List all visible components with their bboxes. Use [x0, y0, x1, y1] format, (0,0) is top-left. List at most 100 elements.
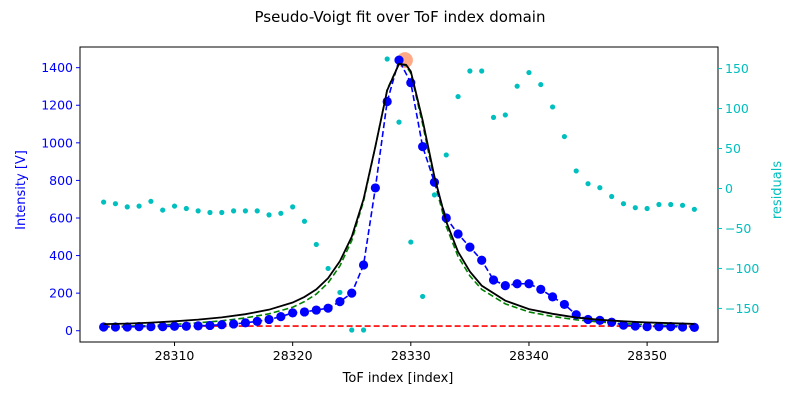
x-axis-label: ToF index [index]: [342, 371, 454, 386]
data-point: [370, 183, 380, 193]
residual-point: [573, 168, 579, 174]
residual-point: [549, 104, 556, 110]
data-point: [181, 321, 191, 331]
y2-tick-label: 50: [725, 141, 741, 156]
data-point: [158, 321, 168, 332]
residual-point: [561, 133, 568, 140]
plot-area: [99, 52, 699, 333]
residual-point: [242, 208, 249, 214]
y2-tick-label: −100: [725, 261, 759, 276]
residual-point: [183, 205, 189, 212]
residual-point: [171, 203, 178, 209]
data-point: [122, 322, 132, 332]
data-point: [311, 305, 321, 315]
residual-point: [420, 293, 426, 300]
data-point: [299, 307, 310, 317]
residual-point: [609, 193, 615, 200]
residual-point: [219, 209, 225, 216]
data-point: [666, 321, 676, 332]
y2-tick-label: 100: [725, 101, 749, 116]
residual-point: [455, 93, 461, 100]
y-tick-label: 1400: [41, 60, 73, 75]
y-tick-label: 1000: [41, 135, 73, 150]
residual-point: [490, 114, 497, 120]
residual-point: [290, 204, 296, 210]
residual-point: [431, 192, 438, 198]
y-tick-label: 200: [49, 286, 73, 301]
y-tick-label: 600: [49, 210, 73, 225]
residual-point: [325, 265, 331, 272]
axes: 28310 28320 28330 28340 28350 0 200 400 600 800 10…: [41, 46, 759, 363]
data-point: [618, 320, 629, 330]
residual-point: [278, 210, 284, 216]
y-tick-label: 400: [49, 248, 73, 263]
residual-point: [313, 241, 319, 248]
data-point: [477, 255, 487, 265]
data-point: [524, 279, 534, 289]
residual-point: [479, 68, 485, 74]
residual-point: [467, 68, 473, 74]
residual-point: [538, 81, 544, 88]
y-tick-label: 800: [49, 173, 73, 188]
measured-line: [103, 58, 695, 329]
data-point: [288, 308, 298, 318]
data-point: [547, 292, 558, 302]
residual-point: [408, 239, 414, 245]
component-line: [103, 62, 695, 328]
data-point: [228, 319, 239, 329]
data-point: [500, 281, 510, 291]
residual-point: [207, 209, 213, 216]
data-point: [654, 321, 664, 332]
residual-point: [230, 208, 237, 214]
data-point: [465, 242, 475, 252]
residual-point: [597, 185, 603, 191]
residual-point: [101, 199, 107, 205]
data-point: [217, 320, 227, 330]
data-point: [488, 275, 499, 285]
residual-point: [514, 83, 520, 89]
data-point: [607, 317, 617, 327]
data-point: [323, 303, 333, 313]
residual-point: [620, 201, 627, 207]
data-point: [358, 260, 369, 270]
data-point: [630, 321, 640, 331]
residual-point: [148, 198, 154, 204]
data-point: [252, 316, 262, 326]
residual-point: [136, 203, 142, 209]
residual-point: [384, 56, 390, 62]
data-point: [536, 284, 546, 294]
data-point: [642, 321, 652, 332]
y-tick-label: 1200: [41, 98, 73, 113]
fit-line: [103, 62, 695, 326]
data-point: [453, 229, 463, 239]
x-tick-label: 28340: [509, 348, 549, 363]
residual-point: [443, 152, 449, 158]
data-point: [169, 321, 180, 331]
x-tick-label: 28350: [627, 348, 667, 363]
y2-axis-label: residuals: [770, 161, 785, 220]
residual-point: [349, 327, 355, 333]
data-point: [512, 279, 522, 289]
y-axis-label: Intensity [V]: [14, 150, 29, 230]
residual-point: [195, 208, 201, 214]
data-point: [689, 322, 699, 332]
residual-point: [266, 212, 272, 218]
y2-tick-label: −50: [725, 221, 751, 236]
residual-point: [632, 205, 638, 211]
residual-point: [124, 204, 130, 210]
x-tick-label: 28320: [273, 348, 313, 363]
data-point: [146, 321, 156, 332]
residual-point: [691, 206, 697, 212]
residual-point: [301, 218, 308, 224]
data-point: [347, 288, 357, 298]
residual-point: [160, 207, 166, 213]
data-point: [559, 299, 570, 310]
y2-tick-label: −150: [725, 301, 759, 316]
residual-point: [668, 201, 674, 208]
data-point: [394, 55, 404, 65]
residual-point: [585, 181, 591, 187]
chart-title: Pseudo-Voigt fit over ToF index domain: [255, 8, 546, 26]
data-point: [193, 321, 203, 331]
data-point: [276, 312, 286, 322]
